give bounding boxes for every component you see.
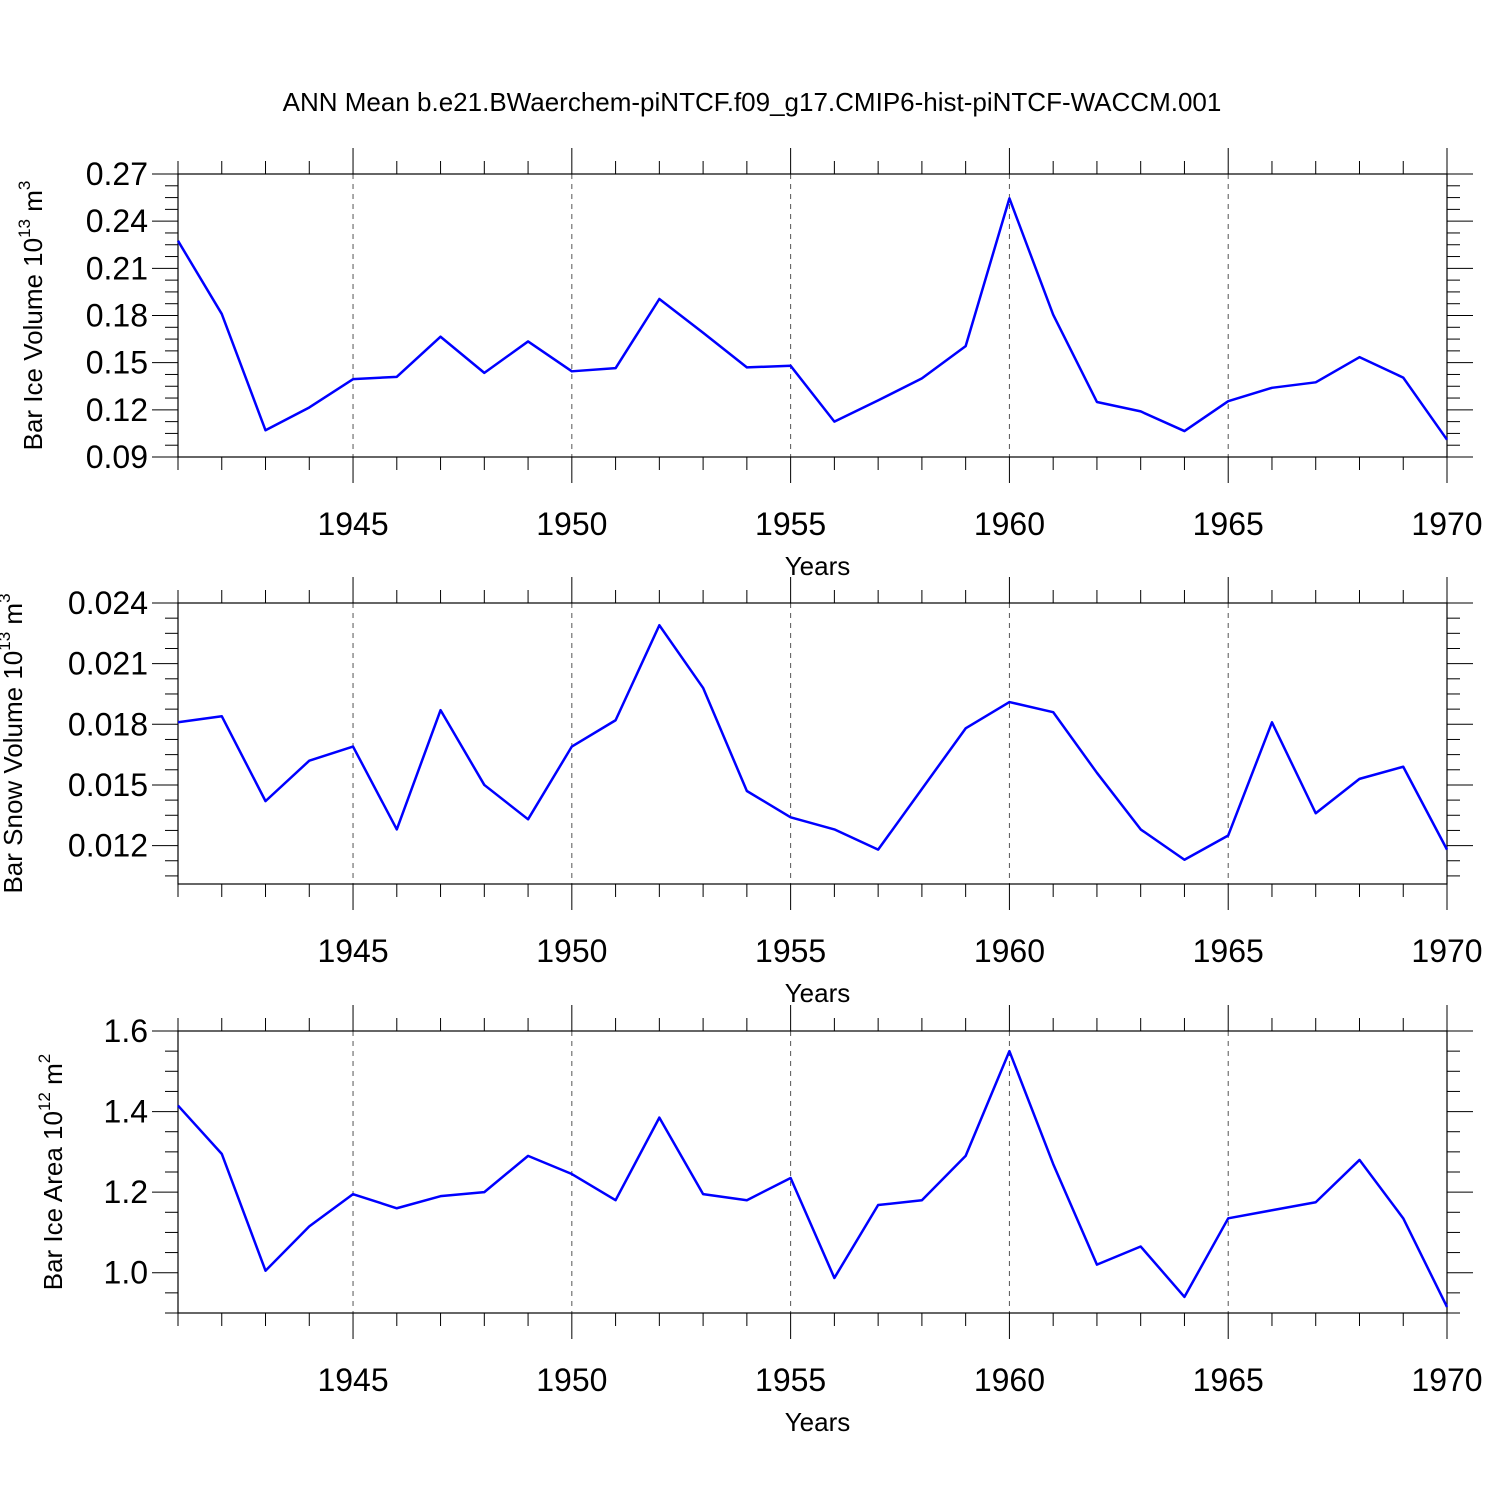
x-tick-label: 1945 (317, 1362, 388, 1398)
y-axis-title: Bar Snow Volume 1013 m3 (0, 593, 28, 893)
y-tick-label: 0.15 (86, 345, 148, 381)
y-tick-label: 0.24 (86, 203, 148, 239)
y-axis-title: Bar Ice Area 1012 m2 (35, 1054, 68, 1291)
y-axis-title-exponent: 3 (15, 181, 34, 190)
plot-frame (177, 1030, 1448, 1314)
x-tick-label: 1965 (1193, 506, 1264, 542)
x-tick-label: 1960 (974, 506, 1045, 542)
panel-3: 1.0 1.2 1.4 1.6 1945 1950 1955 1960 1965 1970 Year… (35, 1005, 1483, 1437)
y-axis-title: Bar Ice Volume 1013 m3 (15, 181, 48, 451)
y-axis-title-text: Bar Ice Area 10 (38, 1111, 68, 1290)
chart-title: ANN Mean b.e21.BWaerchem-piNTCF.f09_g17.… (283, 87, 1222, 117)
x-tick-label: 1950 (536, 1362, 607, 1398)
y-tick-label: 0.024 (68, 585, 148, 621)
y-tick-label: 0.12 (86, 392, 148, 428)
y-tick-label: 0.015 (68, 767, 148, 803)
y-axis-title-unit: m (18, 190, 48, 219)
x-tick-label: 1970 (1411, 506, 1482, 542)
plot-frame (177, 602, 1448, 885)
y-axis-title-text: Bar Snow Volume 10 (0, 651, 28, 894)
y-tick-label: 1.0 (104, 1255, 148, 1291)
y-axis-title-exponent: 2 (35, 1054, 54, 1063)
x-axis-title: Years (785, 978, 851, 1008)
y-axis-title-exponent: 13 (0, 632, 14, 651)
y-tick-label: 1.4 (104, 1094, 148, 1130)
series-line-1 (176, 197, 1449, 441)
y-tick-label: 0.018 (68, 706, 148, 742)
x-tick-label: 1955 (755, 933, 826, 969)
y-axis-title-unit: m (38, 1063, 68, 1092)
y-tick-label: 0.21 (86, 250, 148, 286)
x-tick-label: 1945 (317, 506, 388, 542)
x-axis-title: Years (785, 1407, 851, 1437)
y-tick-label: 0.021 (68, 646, 148, 682)
x-tick-label: 1960 (974, 1362, 1045, 1398)
y-tick-label: 0.18 (86, 298, 148, 334)
y-axis-title-exponent: 13 (15, 219, 34, 238)
series-line-3 (177, 1049, 1449, 1308)
y-tick-label: 0.27 (86, 156, 148, 192)
x-tick-label: 1965 (1193, 933, 1264, 969)
x-tick-label: 1950 (536, 933, 607, 969)
y-axis-title-exponent: 12 (35, 1092, 54, 1111)
y-tick-label: 1.6 (104, 1013, 148, 1049)
y-axis-title-text: Bar Ice Volume 10 (18, 238, 48, 450)
x-tick-label: 1955 (755, 506, 826, 542)
y-tick-label: 0.012 (68, 828, 148, 864)
y-tick-label: 0.09 (86, 439, 148, 475)
panel-2: 0.012 0.015 0.018 0.021 0.024 1945 1950 1955 196… (0, 577, 1483, 1008)
x-tick-label: 1950 (536, 506, 607, 542)
panel-1: 0.09 0.12 0.15 0.18 0.21 0.24 0.27 1945 1950 1955… (15, 148, 1483, 581)
x-tick-label: 1965 (1193, 1362, 1264, 1398)
x-tick-label: 1955 (755, 1362, 826, 1398)
x-tick-label: 1960 (974, 933, 1045, 969)
x-tick-label: 1970 (1411, 1362, 1482, 1398)
x-tick-label: 1970 (1411, 933, 1482, 969)
series-line-2 (177, 623, 1449, 861)
x-axis-title: Years (785, 551, 851, 581)
y-axis-title-exponent: 3 (0, 593, 14, 602)
y-axis-title-unit: m (0, 603, 28, 632)
y-tick-label: 1.2 (104, 1174, 148, 1210)
plot-frame (177, 173, 1448, 458)
x-tick-label: 1945 (317, 933, 388, 969)
